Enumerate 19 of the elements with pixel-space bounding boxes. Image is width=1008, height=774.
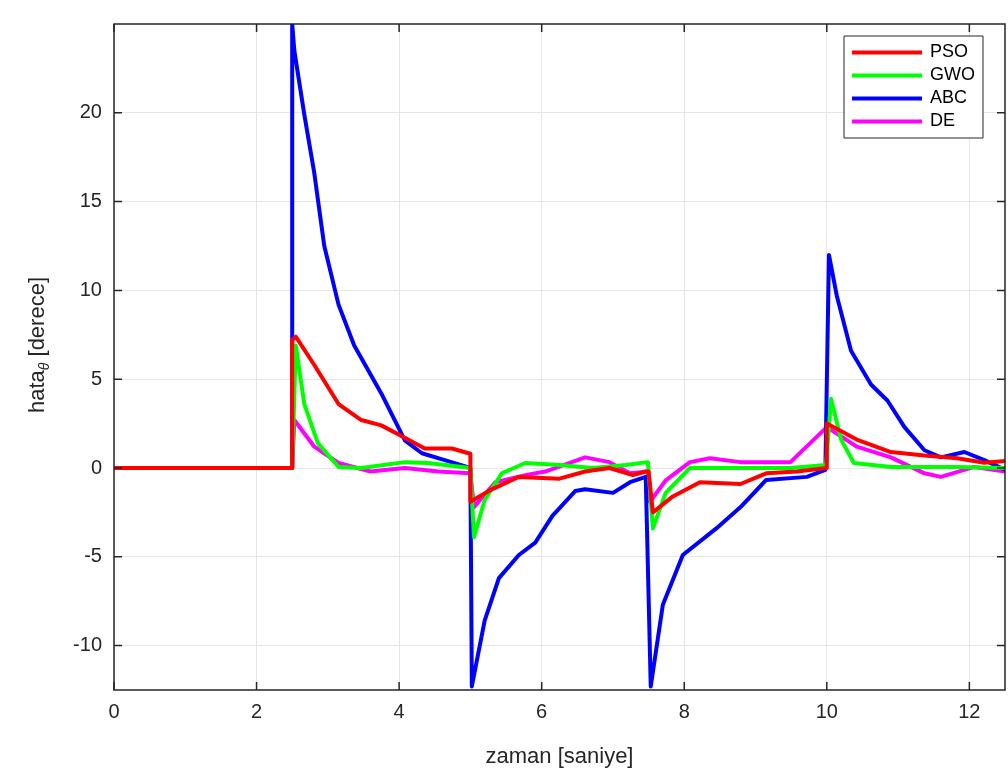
x-axis-title: zaman [saniye]	[485, 742, 634, 768]
y-tick-label: -5	[84, 544, 102, 567]
y-tick-label: 15	[79, 189, 102, 212]
y-tick-label: 0	[90, 455, 102, 478]
y-tick-label: 20	[79, 100, 102, 123]
y-tick-label: 5	[90, 366, 102, 389]
y-tick-label: -10	[73, 633, 102, 656]
x-tick-label: 2	[251, 699, 263, 722]
legend-label: ABC	[930, 87, 968, 108]
x-tick-label: 6	[536, 699, 548, 722]
x-tick-label: 0	[108, 699, 120, 722]
legend-label: GWO	[930, 64, 976, 85]
legend-label: DE	[930, 110, 956, 131]
x-tick-label: 8	[678, 699, 690, 722]
legend-label: PSO	[930, 41, 969, 62]
x-tick-label: 10	[815, 699, 838, 722]
y-tick-label: 10	[79, 277, 102, 300]
x-tick-label: 12	[958, 699, 981, 722]
x-tick-label: 4	[393, 699, 405, 722]
